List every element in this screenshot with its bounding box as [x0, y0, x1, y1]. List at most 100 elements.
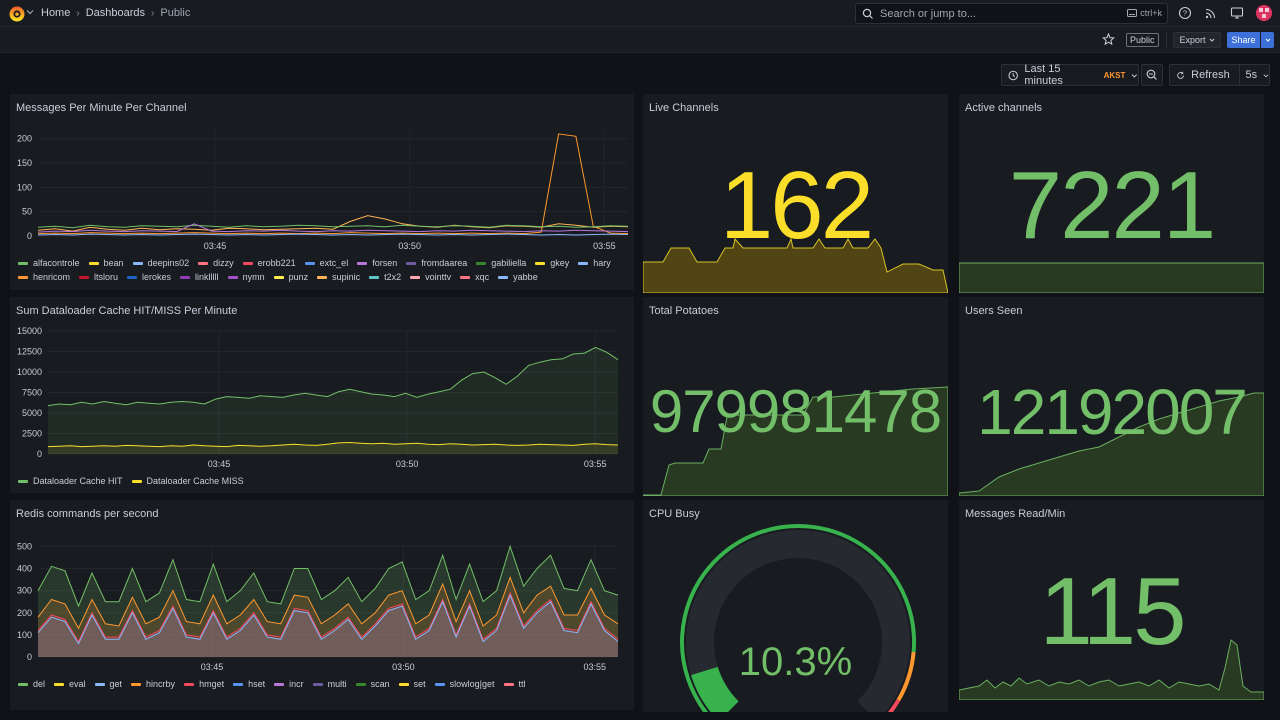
- y-tick-label: 50: [22, 207, 32, 217]
- series-area: [38, 592, 618, 657]
- legend-item[interactable]: bean: [88, 258, 124, 268]
- refresh-interval-label[interactable]: 5s: [1245, 69, 1258, 81]
- grafana-logo-icon[interactable]: [8, 5, 26, 23]
- user-avatar[interactable]: [1256, 5, 1272, 21]
- y-tick-label: 300: [17, 586, 32, 596]
- legend-item[interactable]: ttl: [503, 679, 526, 689]
- cpu-gauge: [680, 524, 917, 712]
- gauge-threshold-red: [887, 698, 901, 712]
- top-navbar: Home › Dashboards › Public ctrl+k ?: [0, 0, 1280, 27]
- chevron-down-icon[interactable]: [26, 8, 34, 16]
- x-tick-label: 03:55: [584, 459, 607, 469]
- kiosk-monitor-icon[interactable]: [1230, 6, 1244, 20]
- news-rss-icon[interactable]: [1204, 6, 1218, 20]
- search-box[interactable]: ctrl+k: [855, 3, 1168, 24]
- legend-item[interactable]: Dataloader Cache MISS: [131, 476, 244, 486]
- legend-item[interactable]: gabiliella: [476, 258, 526, 268]
- legend-item[interactable]: lerokes: [127, 272, 171, 282]
- breadcrumb-dashboards[interactable]: Dashboards: [85, 7, 146, 19]
- legend-label: forsen: [372, 258, 398, 268]
- legend-item[interactable]: slowlog|get: [434, 679, 495, 689]
- series-line: [37, 575, 619, 630]
- legend-item[interactable]: hset: [233, 679, 265, 689]
- gauge-threshold-orange: [896, 651, 916, 701]
- y-tick-label: 10000: [17, 367, 42, 377]
- panel-title: Messages Per Minute Per Channel: [16, 102, 187, 114]
- keyboard-icon: [1127, 9, 1138, 17]
- zoom-out-button[interactable]: [1141, 64, 1163, 86]
- x-tick-label: 03:45: [208, 459, 231, 469]
- y-tick-label: 7500: [22, 388, 42, 398]
- breadcrumb-home[interactable]: Home: [41, 7, 71, 19]
- dashboard-toolbar: [0, 27, 1280, 53]
- legend-item[interactable]: henricom: [18, 272, 70, 282]
- legend-label: linklllll: [195, 272, 219, 282]
- legend-swatch: [242, 261, 253, 265]
- legend-item[interactable]: hincrby: [131, 679, 175, 689]
- legend-swatch: [131, 682, 142, 686]
- messages-chart: 0 50 100 150 200 03:45 03:50 03:55: [17, 129, 629, 251]
- legend-item[interactable]: eval: [54, 679, 86, 689]
- refresh-divider: [1238, 65, 1240, 85]
- legend-item[interactable]: erobb221: [242, 258, 296, 268]
- legend-label: slowlog|get: [449, 679, 495, 689]
- legend-item[interactable]: punz: [273, 272, 308, 282]
- search-input[interactable]: [880, 7, 1120, 20]
- legend-item[interactable]: multi: [312, 679, 347, 689]
- legend-label: incr: [289, 679, 304, 689]
- legend-label: eval: [69, 679, 86, 689]
- legend-item[interactable]: hary: [578, 258, 611, 268]
- legend-item[interactable]: set: [398, 679, 426, 689]
- panel-users-seen: Users Seen 12192007: [959, 297, 1264, 496]
- x-tick-label: 03:50: [398, 241, 421, 251]
- export-button[interactable]: Export: [1173, 32, 1221, 48]
- legend-label: yabbe: [513, 272, 538, 282]
- legend-item[interactable]: del: [18, 679, 45, 689]
- series-area: [48, 347, 618, 454]
- legend-item[interactable]: alfacontrole: [18, 258, 80, 268]
- legend-item[interactable]: nymn: [227, 272, 265, 282]
- refresh-picker[interactable]: Refresh 5s: [1169, 64, 1270, 86]
- legend-item[interactable]: vointtv: [410, 272, 451, 282]
- legend-item[interactable]: yabbe: [498, 272, 538, 282]
- legend-item[interactable]: Dataloader Cache HIT: [18, 476, 123, 486]
- avatar-pattern-icon: [1256, 5, 1272, 21]
- chevron-down-icon: [1132, 73, 1138, 78]
- y-tick-label: 5000: [22, 408, 42, 418]
- search-shortcut: ctrl+k: [1127, 8, 1162, 18]
- y-tick-label: 0: [27, 652, 32, 662]
- share-button[interactable]: Share: [1227, 32, 1260, 48]
- help-icon[interactable]: ?: [1178, 6, 1192, 20]
- legend-item[interactable]: supinic: [317, 272, 360, 282]
- panel-title: Sum Dataloader Cache HIT/MISS Per Minute: [16, 305, 238, 317]
- legend-item[interactable]: t2x2: [369, 272, 401, 282]
- legend-item[interactable]: deepins02: [132, 258, 189, 268]
- legend-label: bean: [103, 258, 124, 268]
- legend-item[interactable]: extc_el: [304, 258, 348, 268]
- x-tick-label: 03:45: [204, 241, 227, 251]
- legend-item[interactable]: hmget: [184, 679, 224, 689]
- legend-item[interactable]: fromdaarea: [406, 258, 467, 268]
- legend-item[interactable]: linklllll: [180, 272, 219, 282]
- messages-read-sparkline: [959, 639, 1264, 700]
- redis-chart: 0 100 200 300 400 500 03:45 03:50 03:55: [17, 541, 619, 672]
- legend-item[interactable]: dizzy: [198, 258, 234, 268]
- y-tick-label: 12500: [17, 347, 42, 357]
- panel-dataloader-cache: Sum Dataloader Cache HIT/MISS Per Minute…: [10, 297, 634, 493]
- breadcrumb: Home › Dashboards › Public: [41, 7, 190, 19]
- legend-label: erobb221: [257, 258, 296, 268]
- legend-item[interactable]: scan: [355, 679, 390, 689]
- legend-swatch: [317, 275, 328, 279]
- legend-item[interactable]: get: [94, 679, 122, 689]
- legend-item[interactable]: gkey: [535, 258, 569, 268]
- star-icon[interactable]: [1102, 33, 1115, 46]
- series-line: [37, 223, 629, 233]
- legend-item[interactable]: forsen: [357, 258, 397, 268]
- panel-live-channels: Live Channels 162: [643, 94, 948, 293]
- time-range-picker[interactable]: Last 15 minutes AKST: [1001, 63, 1139, 87]
- legend-item[interactable]: incr: [274, 679, 304, 689]
- legend-swatch: [18, 682, 28, 686]
- legend-item[interactable]: ltsloru: [79, 272, 118, 282]
- share-dropdown-button[interactable]: [1261, 32, 1274, 48]
- legend-item[interactable]: xqc: [460, 272, 489, 282]
